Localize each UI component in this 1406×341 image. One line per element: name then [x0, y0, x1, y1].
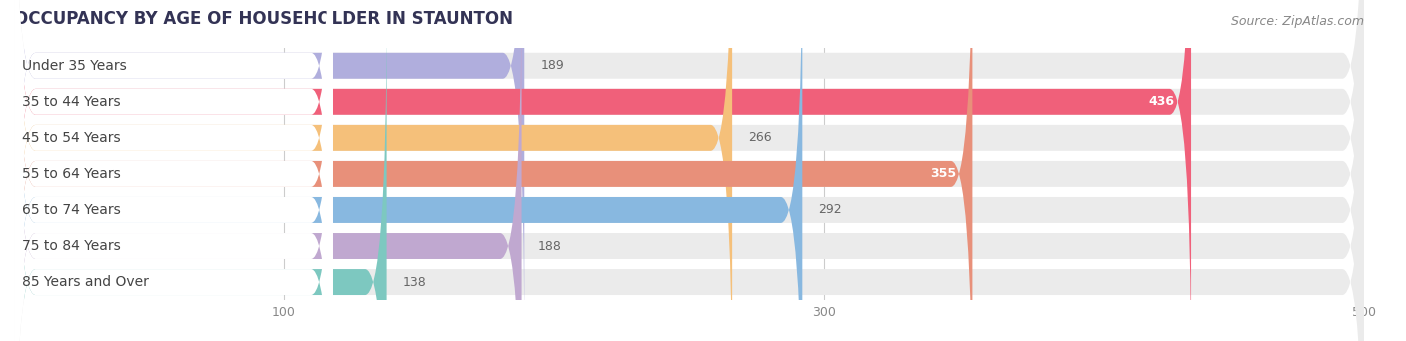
FancyBboxPatch shape [14, 0, 1191, 341]
FancyBboxPatch shape [14, 0, 1364, 341]
Text: 55 to 64 Years: 55 to 64 Years [22, 167, 121, 181]
FancyBboxPatch shape [14, 0, 1364, 341]
Text: 266: 266 [748, 131, 772, 144]
FancyBboxPatch shape [14, 0, 333, 341]
FancyBboxPatch shape [14, 0, 1364, 341]
FancyBboxPatch shape [14, 0, 333, 341]
FancyBboxPatch shape [14, 0, 333, 341]
FancyBboxPatch shape [14, 0, 333, 341]
Text: 85 Years and Over: 85 Years and Over [22, 275, 149, 289]
FancyBboxPatch shape [14, 0, 522, 341]
Text: Under 35 Years: Under 35 Years [22, 59, 127, 73]
FancyBboxPatch shape [14, 0, 1364, 341]
Text: 189: 189 [540, 59, 564, 72]
FancyBboxPatch shape [14, 0, 803, 341]
FancyBboxPatch shape [14, 6, 1364, 341]
FancyBboxPatch shape [14, 6, 333, 341]
Text: 45 to 54 Years: 45 to 54 Years [22, 131, 121, 145]
FancyBboxPatch shape [14, 0, 1364, 341]
Text: 436: 436 [1149, 95, 1175, 108]
FancyBboxPatch shape [14, 0, 524, 341]
Text: 35 to 44 Years: 35 to 44 Years [22, 95, 121, 109]
FancyBboxPatch shape [14, 0, 1364, 341]
Text: 188: 188 [537, 239, 561, 252]
Text: 292: 292 [818, 204, 842, 217]
FancyBboxPatch shape [14, 0, 333, 341]
FancyBboxPatch shape [14, 0, 973, 341]
FancyBboxPatch shape [14, 6, 387, 341]
Text: 138: 138 [402, 276, 426, 288]
Text: Source: ZipAtlas.com: Source: ZipAtlas.com [1230, 15, 1364, 28]
Text: OCCUPANCY BY AGE OF HOUSEHOLDER IN STAUNTON: OCCUPANCY BY AGE OF HOUSEHOLDER IN STAUN… [14, 10, 513, 28]
FancyBboxPatch shape [14, 0, 733, 341]
FancyBboxPatch shape [14, 0, 333, 341]
Text: 355: 355 [929, 167, 956, 180]
Text: 75 to 84 Years: 75 to 84 Years [22, 239, 121, 253]
Text: 65 to 74 Years: 65 to 74 Years [22, 203, 121, 217]
